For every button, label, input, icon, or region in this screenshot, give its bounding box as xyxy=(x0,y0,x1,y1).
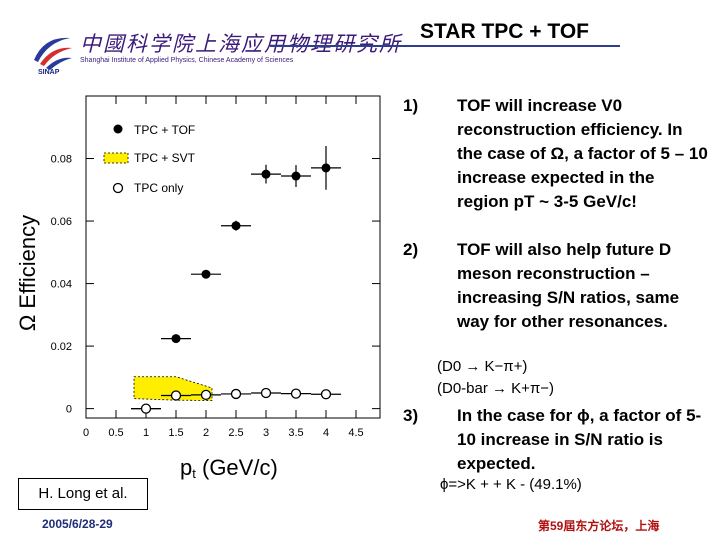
legend-marker-tpc-svt xyxy=(103,152,129,164)
decay-d0bar: (D0-bar → K+π−) xyxy=(437,380,555,397)
legend-marker-tpc-only xyxy=(112,182,124,194)
y-tick-label: 0.08 xyxy=(51,154,72,166)
x-tick-label: 0.5 xyxy=(108,427,123,439)
credit-box: H. Long et al. xyxy=(18,478,148,510)
x-tick-label: 4 xyxy=(323,427,329,439)
phi-decay: ϕ=>K + + K - (49.1%) xyxy=(440,476,582,493)
x-axis-label-unit: (GeV/c) xyxy=(195,455,278,480)
tpc-tof-point xyxy=(201,269,211,279)
y-tick-label: 0.02 xyxy=(51,341,72,353)
legend-label-tpc-only: TPC only xyxy=(134,181,183,195)
sinap-logo-mark xyxy=(30,30,74,72)
tpc-only-point xyxy=(290,388,302,399)
x-tick-label: 3.5 xyxy=(288,427,303,439)
tpc-only-point xyxy=(230,388,242,400)
footer-date: 2005/6/28-29 xyxy=(42,517,113,531)
bullet-number: 2) xyxy=(403,240,419,259)
institute-name-cn: 中國科学院上海应用物理研究所 xyxy=(80,32,402,56)
institute-name-en: Shanghai Institute of Applied Physics, C… xyxy=(80,57,294,64)
tpc-tof-point xyxy=(261,169,271,179)
plot-frame xyxy=(85,95,381,419)
y-tick-label: 0.06 xyxy=(51,216,72,228)
bullet-item-3: 3) In the case for ϕ, a factor of 5-10 i… xyxy=(403,404,701,484)
x-tick-label: 2 xyxy=(203,427,209,439)
x-axis-label-sub: t xyxy=(192,466,196,481)
legend-label-tpc-tof: TPC + TOF xyxy=(134,123,195,137)
bullet-number: 3) xyxy=(403,406,419,425)
tpc-tof-point xyxy=(231,221,241,231)
tpc-only-point xyxy=(170,390,182,401)
tpc-only-point xyxy=(260,387,272,399)
tpc-tof-point xyxy=(171,334,181,344)
x-tick-label: 1 xyxy=(143,427,149,439)
tpc-tof-point xyxy=(291,171,301,181)
x-tick-label: 2.5 xyxy=(228,427,243,439)
bullet-text: TOF will increase V0 reconstruction effi… xyxy=(457,96,708,211)
tpc-only-point xyxy=(320,389,332,400)
bullet-text: TOF will also help future D meson recons… xyxy=(457,240,680,331)
bullet-panel: 1) TOF will increase V0 reconstruction e… xyxy=(383,90,708,490)
efficiency-plot: /star/u/xzb/STAR/TOF/OmegaEff.eps 00.020… xyxy=(51,95,393,439)
legend-marker-tpc-tof xyxy=(113,124,123,134)
bullet-item-2: 2) TOF will also help future D meson rec… xyxy=(403,238,693,358)
y-tick-label: 0 xyxy=(66,404,72,416)
tpc-only-point xyxy=(140,403,152,414)
decay-d0: (D0 → K−π+) xyxy=(437,358,528,375)
x-tick-label: 1.5 xyxy=(168,427,183,439)
legend-label-tpc-svt: TPC + SVT xyxy=(134,151,196,165)
x-tick-label: 0 xyxy=(83,427,89,439)
y-tick-label: 0.04 xyxy=(51,279,72,291)
y-axis-label: Ω Efficiency xyxy=(15,214,40,332)
bullet-item-1: 1) TOF will increase V0 reconstruction e… xyxy=(403,94,708,262)
institute-abbr: SINAP xyxy=(38,69,60,76)
y-axis-label-wrap: Ω Efficiency xyxy=(8,200,48,360)
x-tick-label: 4.5 xyxy=(348,427,363,439)
x-tick-label: 3 xyxy=(263,427,269,439)
bullet-text: In the case for ϕ, a factor of 5-10 incr… xyxy=(457,406,702,473)
slide-title: STAR TPC + TOF xyxy=(420,20,589,43)
footer-conference: 第59屆东方论坛，上海 xyxy=(538,519,660,533)
tpc-only-point xyxy=(200,389,212,401)
header-rule xyxy=(270,45,620,47)
x-axis-label: pt (GeV/c) xyxy=(180,455,278,481)
credit-text: H. Long et al. xyxy=(38,485,128,502)
bullet-number: 1) xyxy=(403,96,419,115)
x-axis-label-main: p xyxy=(180,455,193,480)
tpc-tof-point xyxy=(321,163,331,173)
